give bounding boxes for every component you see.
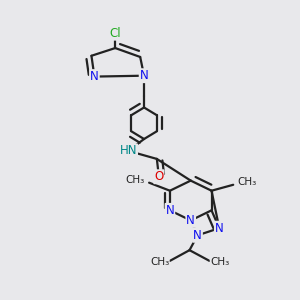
Text: CH₃: CH₃: [125, 175, 145, 185]
Text: N: N: [90, 70, 99, 83]
Text: CH₃: CH₃: [237, 177, 256, 187]
Text: N: N: [215, 222, 224, 235]
Text: N: N: [193, 229, 202, 242]
Text: N: N: [140, 69, 148, 82]
Text: O: O: [154, 170, 164, 183]
Text: N: N: [166, 204, 174, 217]
Text: Cl: Cl: [110, 27, 121, 40]
Text: N: N: [186, 214, 195, 227]
Text: CH₃: CH₃: [210, 257, 230, 267]
Text: HN: HN: [120, 144, 137, 158]
Text: CH₃: CH₃: [150, 257, 169, 267]
